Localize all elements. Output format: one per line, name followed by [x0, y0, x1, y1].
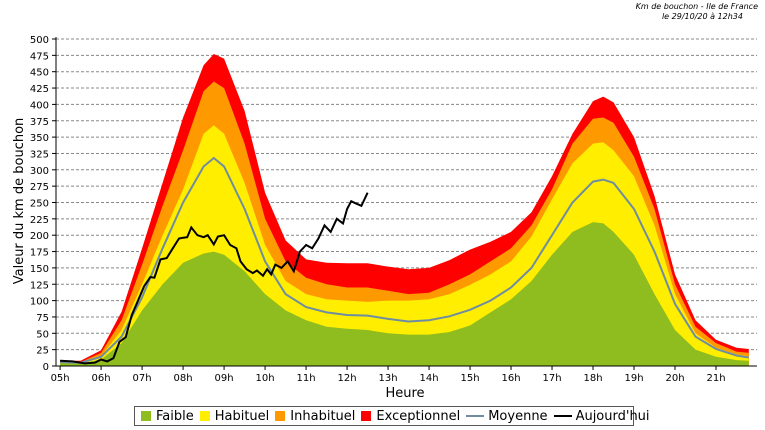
area-bands: [60, 54, 749, 366]
legend-item: Moyenne: [466, 408, 548, 424]
y-tick-label: 375: [30, 117, 49, 128]
legend-item: Exceptionnel: [361, 409, 460, 424]
y-axis-label: Valeur du km de bouchon: [12, 118, 27, 285]
x-tick-label: 15h: [461, 373, 480, 384]
y-tick-label: 175: [30, 248, 49, 259]
x-tick-label: 10h: [256, 373, 275, 384]
legend: Faible Habituel Inhabituel Exceptionnel Moye…: [134, 406, 650, 426]
legend-label: Exceptionnel: [376, 408, 461, 424]
y-tick-label: 400: [30, 100, 49, 111]
y-tick-label: 225: [30, 215, 49, 226]
x-tick-label: 09h: [215, 373, 234, 384]
x-tick-label: 17h: [542, 373, 561, 384]
legend-item: Faible: [141, 409, 194, 424]
x-tick-label: 16h: [502, 373, 521, 384]
y-tick-label: 25: [36, 346, 49, 357]
y-tick-label: 300: [30, 166, 49, 177]
legend-label: Faible: [156, 408, 194, 424]
y-tick-label: 250: [30, 199, 49, 210]
header-date: le 29/10/20 à 12h34: [661, 12, 743, 21]
area-faible: [60, 222, 749, 366]
x-tick-label: 20h: [665, 373, 684, 384]
x-tick-label: 11h: [297, 373, 316, 384]
x-tick-label: 18h: [583, 373, 602, 384]
line-aujourdhui: [60, 192, 369, 365]
line-moyenne: [60, 156, 749, 364]
legend-swatch: [361, 411, 372, 421]
series-lines: [60, 156, 749, 365]
x-tick-label: 14h: [420, 373, 439, 384]
x-tick-label: 21h: [706, 373, 725, 384]
header-title: Km de bouchon - Ile de France: [635, 2, 758, 11]
y-tick-label: 450: [30, 68, 49, 79]
y-tick-label: 200: [30, 231, 49, 242]
x-tick-label: 13h: [379, 373, 398, 384]
x-tick-label: 07h: [133, 373, 152, 384]
legend-swatch: [275, 411, 286, 421]
tick-labels: 0 25 50 75 100 125 150 175 200 225 250 275 300 325 350…: [30, 35, 726, 384]
y-tick-label: 325: [30, 149, 49, 160]
legend-label: Inhabituel: [290, 408, 356, 424]
y-tick-label: 75: [36, 313, 49, 324]
legend-swatch: [466, 415, 485, 417]
y-tick-label: 100: [30, 297, 49, 308]
legend-item: Inhabituel: [275, 409, 355, 424]
y-tick-label: 500: [30, 35, 49, 46]
axes: [52, 37, 757, 370]
y-tick-label: 475: [30, 51, 49, 62]
legend-swatch: [141, 411, 151, 421]
legend-label: Moyenne: [488, 408, 548, 424]
legend-item: Habituel: [199, 408, 270, 424]
x-tick-label: 12h: [338, 373, 357, 384]
y-tick-label: 350: [30, 133, 49, 144]
legend-swatch: [199, 411, 210, 421]
x-axis-label: Heure: [385, 386, 424, 401]
x-tick-label: 08h: [174, 373, 193, 384]
y-tick-label: 150: [30, 264, 49, 275]
legend-label: Aujourd'hui: [575, 408, 650, 424]
legend-label: Habituel: [214, 408, 270, 424]
x-tick-label: 05h: [51, 373, 70, 384]
legend-item: Aujourd'hui: [553, 408, 650, 424]
y-tick-label: 425: [30, 84, 49, 95]
x-tick-label: 06h: [92, 373, 111, 384]
x-tick-label: 19h: [624, 373, 643, 384]
y-tick-label: 125: [30, 280, 49, 291]
y-tick-label: 50: [36, 329, 49, 340]
y-tick-label: 275: [30, 182, 49, 193]
y-tick-label: 0: [43, 362, 49, 373]
legend-swatch: [553, 415, 572, 417]
